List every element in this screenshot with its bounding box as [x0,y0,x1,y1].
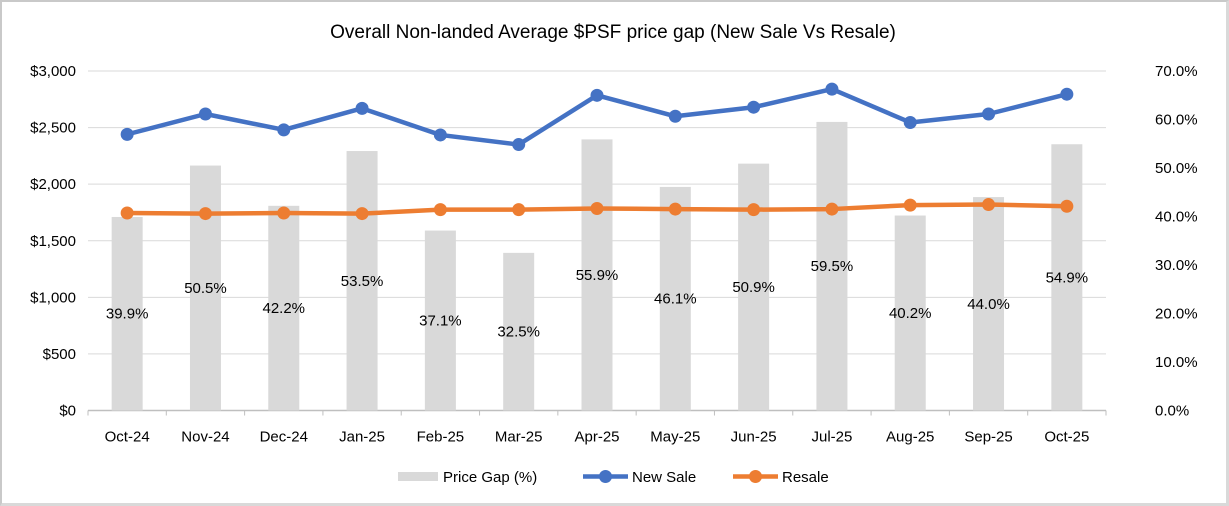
new-sale-point [120,127,134,141]
left-axis-tick-label: $0 [59,403,76,420]
resale-point [903,198,917,212]
resale-point [512,203,526,217]
price-gap-bar [424,230,456,411]
legend-new-sale-label: New Sale [632,469,696,486]
price-gap-value-label: 50.5% [184,280,227,297]
new-sale-point [668,109,682,123]
new-sale-point [747,100,761,114]
price-gap-bar [659,186,691,411]
new-sale-point [982,107,996,121]
legend-resale-label: Resale [782,469,829,486]
right-axis-tick-label: 0.0% [1155,403,1189,420]
x-axis-labels: Oct-24 Nov-24 Dec-24 Jan-25 Feb-25 Mar-25 Apr-… [105,429,1090,446]
price-gap-bars [111,121,1083,411]
resale-point [668,202,682,216]
price-gap-bar [111,216,143,411]
price-gap-value-label: 46.1% [654,291,697,308]
line-series [120,82,1074,221]
right-axis-tick-label: 70.0% [1155,63,1198,80]
x-axis-category-label: Feb-25 [417,429,465,446]
right-axis-labels: 0.0% 10.0% 20.0% 30.0% 40.0% 50.0% 60.0% 70.0% [1155,63,1198,420]
right-axis-tick-label: 60.0% [1155,112,1198,129]
new-sale-point [198,107,212,121]
right-axis-tick-label: 40.0% [1155,209,1198,226]
resale-point [747,203,761,217]
price-gap-bar [894,215,926,411]
bar-data-labels: 39.9% 50.5% 42.2% 53.5% 37.1% 32.5% 55.9% 46.1%… [106,258,1088,340]
price-gap-bar [581,139,613,411]
resale-point [1060,199,1074,213]
right-axis-tick-label: 30.0% [1155,257,1198,274]
left-axis-tick-label: $1,500 [30,233,76,250]
new-sale-point [590,88,604,102]
new-sale-point [903,115,917,129]
price-gap-bar [973,197,1005,411]
price-gap-value-label: 59.5% [811,258,854,275]
resale-point [277,206,291,220]
new-sale-point [1060,87,1074,101]
price-gap-value-label: 53.5% [341,273,384,290]
price-gap-bar [189,165,221,411]
new-sale-point [277,123,291,137]
price-gap-value-label: 42.2% [262,300,305,317]
resale-point [355,207,369,221]
legend-new-sale-marker [599,470,612,483]
left-axis-tick-label: $1,000 [30,289,76,306]
price-gap-value-label: 54.9% [1046,269,1089,286]
new-sale-point [512,138,526,152]
price-gap-value-label: 37.1% [419,313,462,330]
chart-title: Overall Non-landed Average $PSF price ga… [330,22,896,43]
left-axis-tick-label: $2,500 [30,120,76,137]
right-axis-tick-label: 50.0% [1155,160,1198,177]
x-axis-category-label: Mar-25 [495,429,543,446]
legend-resale-marker [749,470,762,483]
right-axis-tick-label: 10.0% [1155,354,1198,371]
x-axis-ticks [87,410,1107,416]
x-axis-category-label: Jan-25 [339,429,385,446]
resale-point [433,203,447,217]
x-axis-category-label: Oct-24 [105,429,150,446]
legend: Price Gap (%) New Sale Resale [398,469,829,486]
x-axis-category-label: Sep-25 [964,429,1012,446]
price-gap-bar [816,121,848,411]
x-axis-category-label: Apr-25 [574,429,619,446]
new-sale-point [433,128,447,142]
left-axis-tick-label: $2,000 [30,176,76,193]
left-axis-labels: $0 $500 $1,000 $1,500 $2,000 $2,500 $3,000 [30,63,76,420]
x-axis-category-label: May-25 [650,429,700,446]
legend-price-gap-swatch [398,472,438,481]
price-gap-bar [503,252,535,411]
legend-price-gap-label: Price Gap (%) [443,469,537,486]
right-axis-tick-label: 20.0% [1155,306,1198,323]
left-axis-tick-label: $3,000 [30,63,76,80]
price-gap-bar [346,151,378,411]
resale-point [198,207,212,221]
new-sale-point [825,82,839,96]
price-gap-value-label: 44.0% [967,296,1010,313]
price-gap-value-label: 39.9% [106,306,149,323]
price-gap-bar [268,205,300,411]
x-axis-category-label: Aug-25 [886,429,934,446]
resale-point [982,198,996,212]
resale-point [590,201,604,215]
left-axis-tick-label: $500 [43,346,76,363]
price-gap-value-label: 55.9% [576,267,619,284]
price-gap-value-label: 40.2% [889,305,932,322]
x-axis-category-label: Oct-25 [1044,429,1089,446]
new-sale-point [355,101,369,115]
x-axis-category-label: Nov-24 [181,429,229,446]
price-gap-value-label: 32.5% [497,324,540,341]
resale-point [825,202,839,216]
price-gap-value-label: 50.9% [732,279,775,296]
x-axis-category-label: Jun-25 [731,429,777,446]
resale-point [120,206,134,220]
price-gap-bar [1051,144,1083,411]
x-axis-category-label: Jul-25 [811,429,852,446]
x-axis-category-label: Dec-24 [260,429,308,446]
